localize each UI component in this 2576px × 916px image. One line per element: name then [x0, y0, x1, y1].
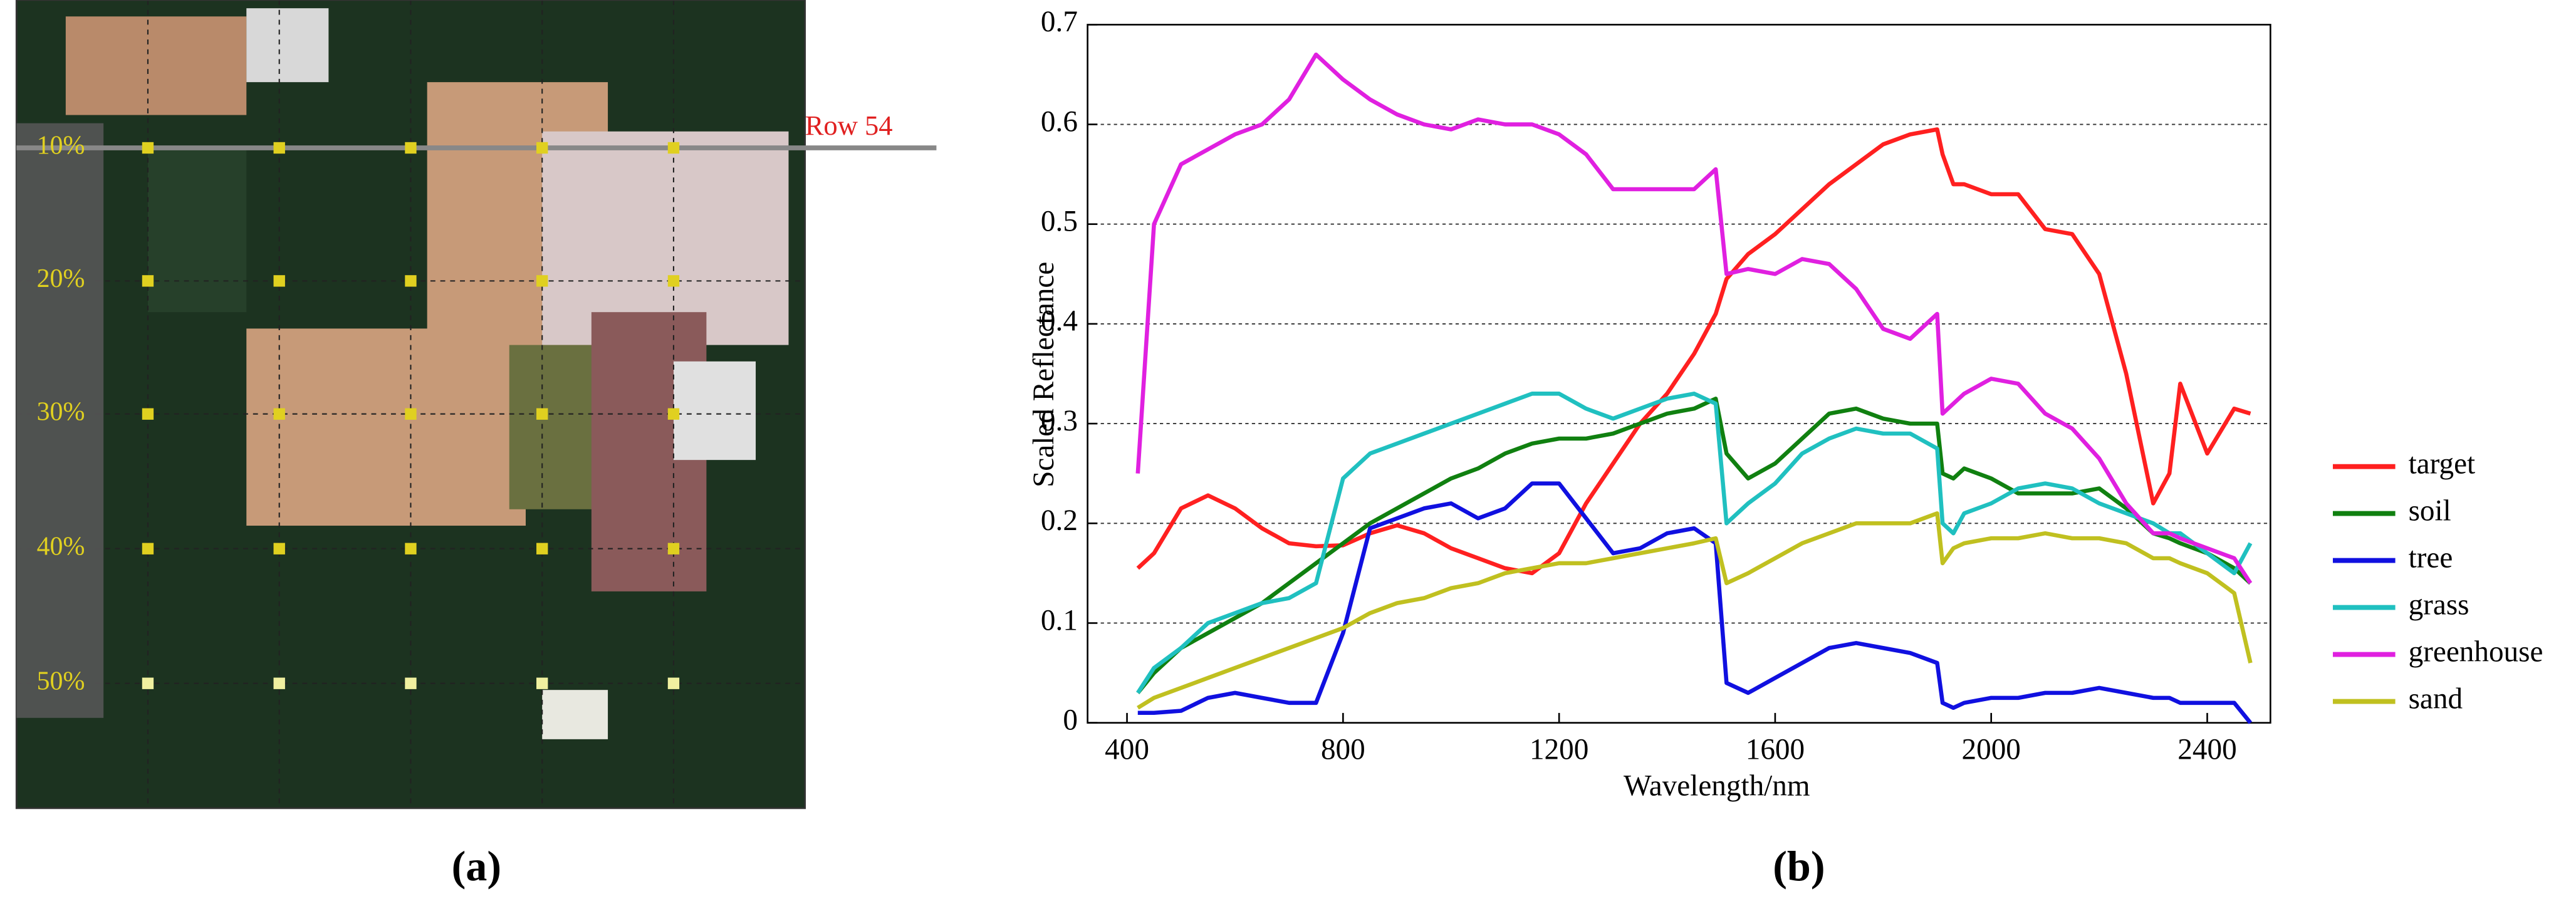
- y-tick-label: 0.5: [1041, 206, 1078, 238]
- sample-point: [667, 543, 680, 554]
- row-percent-label: 30%: [37, 397, 85, 426]
- y-tick-label: 0.4: [1041, 305, 1078, 338]
- sample-point: [667, 142, 680, 154]
- y-tick-label: 0.3: [1041, 405, 1078, 437]
- sample-point: [536, 142, 548, 154]
- x-tick-label: 1200: [1530, 734, 1588, 766]
- sample-point: [667, 677, 680, 689]
- y-tick-label: 0.7: [1041, 6, 1078, 38]
- line-series: [1137, 511, 2253, 710]
- legend-label: soil: [2409, 494, 2451, 527]
- sample-point: [536, 677, 548, 689]
- sample-point: [536, 275, 548, 287]
- y-tick-label: 0.1: [1041, 604, 1078, 637]
- sample-point: [273, 543, 285, 554]
- row-percent-label: 10%: [37, 132, 85, 160]
- y-tick-label: 0.2: [1041, 504, 1078, 537]
- line-series: [1137, 481, 2253, 724]
- line-series: [1136, 127, 2251, 576]
- row-percent-label: 40%: [37, 532, 85, 561]
- sample-point: [273, 275, 285, 287]
- sample-point: [142, 142, 154, 154]
- sample-point: [536, 408, 548, 420]
- label-strip: [16, 123, 104, 718]
- x-tick-label: 1600: [1746, 734, 1805, 766]
- legend-label: tree: [2409, 541, 2453, 574]
- x-axis-label: Wavelength/nm: [1624, 769, 1810, 802]
- row-percent-label: 20%: [37, 264, 85, 293]
- legend-label: target: [2409, 447, 2476, 480]
- sample-point: [405, 275, 417, 287]
- legend-label: sand: [2409, 682, 2463, 715]
- sample-point: [536, 543, 548, 554]
- legend-label: grass: [2409, 588, 2469, 621]
- x-tick-label: 2400: [2177, 734, 2236, 766]
- panel-label: (a): [452, 842, 501, 890]
- sample-point: [405, 543, 417, 554]
- sample-point: [667, 408, 680, 420]
- x-tick-label: 800: [1321, 734, 1365, 766]
- panel-label: (b): [1773, 842, 1825, 890]
- sample-point: [142, 543, 154, 554]
- sample-point: [405, 677, 417, 689]
- sample-point: [273, 677, 285, 689]
- sample-point: [667, 275, 680, 287]
- plot-frame: [1087, 24, 2271, 724]
- row-label: Row 54: [805, 110, 893, 141]
- sample-point: [273, 408, 285, 420]
- y-axis-label: Scaled Reflectance: [1028, 262, 1060, 487]
- sample-point: [273, 142, 285, 154]
- sample-point: [405, 142, 417, 154]
- sample-point: [142, 677, 154, 689]
- y-tick-label: 0.6: [1041, 105, 1078, 138]
- sample-point: [142, 275, 154, 287]
- y-tick-label: 0: [1063, 704, 1078, 736]
- row-percent-label: 50%: [37, 667, 85, 695]
- x-tick-label: 400: [1105, 734, 1149, 766]
- legend-label: greenhouse: [2409, 635, 2543, 668]
- sample-point: [142, 408, 154, 420]
- line-series: [1135, 52, 2253, 585]
- line-series: [1136, 392, 2253, 694]
- x-tick-label: 2000: [1962, 734, 2021, 766]
- sample-point: [405, 408, 417, 420]
